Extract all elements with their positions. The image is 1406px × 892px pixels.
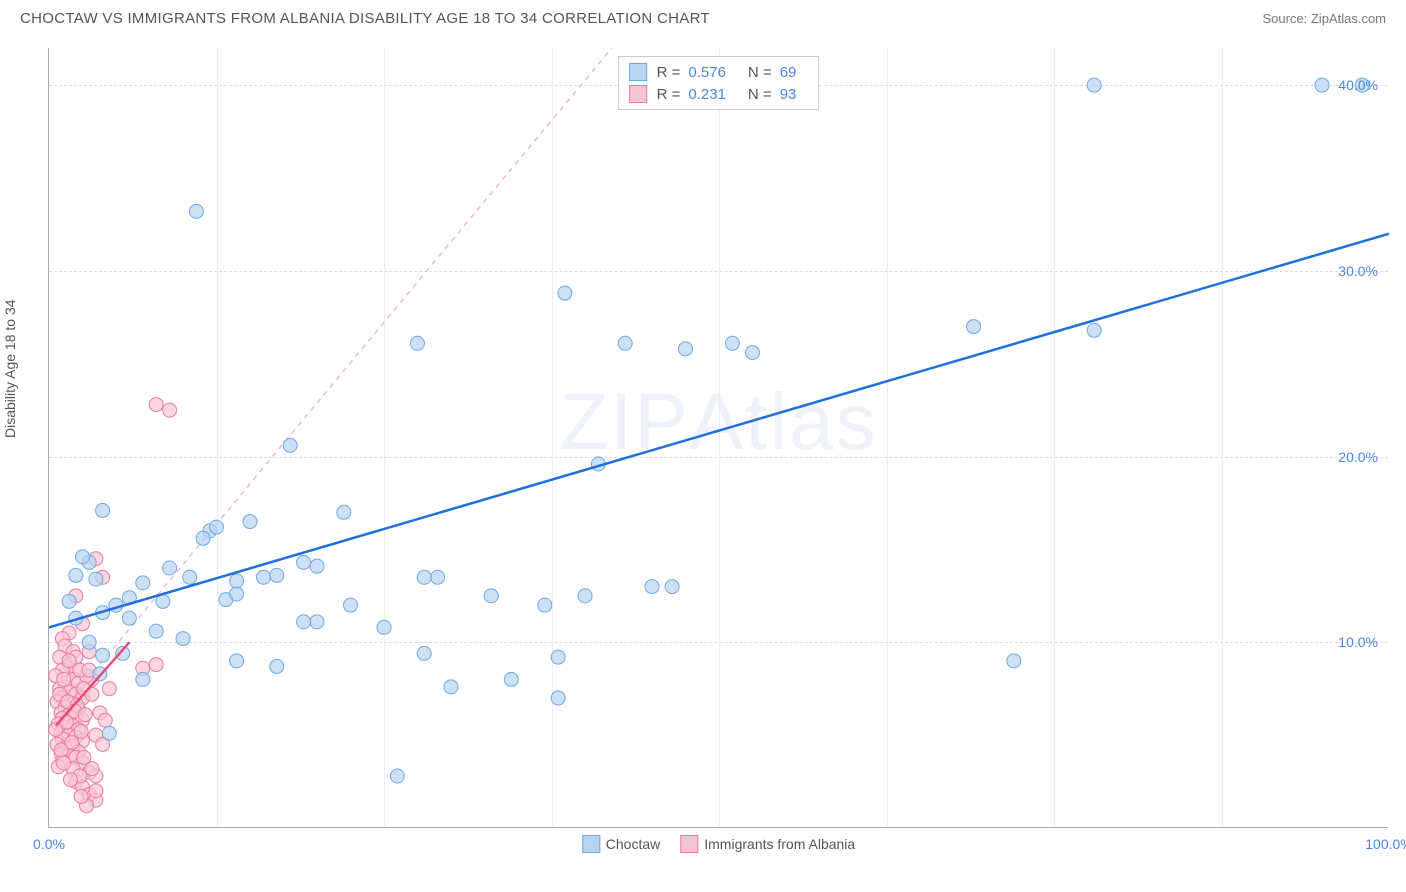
x-tick-label: 100.0% bbox=[1365, 836, 1406, 852]
legend-label-choctaw: Choctaw bbox=[606, 836, 660, 852]
r-label: R = bbox=[657, 86, 681, 103]
legend-row-choctaw: R = 0.576 N = 69 bbox=[629, 61, 809, 83]
n-value-choctaw: 69 bbox=[780, 64, 797, 81]
swatch-pink bbox=[680, 835, 698, 853]
y-tick-label: 10.0% bbox=[1338, 634, 1378, 650]
chart-plot-area: ZIPAtlas R = 0.576 N = 69 R = 0.231 N = … bbox=[48, 48, 1388, 828]
y-tick-label: 30.0% bbox=[1338, 263, 1378, 279]
correlation-legend: R = 0.576 N = 69 R = 0.231 N = 93 bbox=[618, 56, 820, 110]
legend-label-albania: Immigrants from Albania bbox=[704, 836, 855, 852]
n-label: N = bbox=[748, 86, 772, 103]
r-value-choctaw: 0.576 bbox=[688, 64, 726, 81]
x-tick-label: 0.0% bbox=[33, 836, 65, 852]
series-legend: Choctaw Immigrants from Albania bbox=[582, 835, 855, 853]
legend-row-albania: R = 0.231 N = 93 bbox=[629, 83, 809, 105]
source-label: Source: ZipAtlas.com bbox=[1262, 11, 1386, 26]
n-value-albania: 93 bbox=[780, 86, 797, 103]
swatch-blue bbox=[629, 63, 647, 81]
y-axis-label: Disability Age 18 to 34 bbox=[2, 299, 18, 438]
scatter-plot bbox=[49, 48, 1388, 827]
legend-item-choctaw: Choctaw bbox=[582, 835, 660, 853]
r-value-albania: 0.231 bbox=[688, 86, 726, 103]
swatch-blue bbox=[582, 835, 600, 853]
y-tick-label: 40.0% bbox=[1338, 77, 1378, 93]
swatch-pink bbox=[629, 85, 647, 103]
legend-item-albania: Immigrants from Albania bbox=[680, 835, 855, 853]
n-label: N = bbox=[748, 64, 772, 81]
chart-title: CHOCTAW VS IMMIGRANTS FROM ALBANIA DISAB… bbox=[20, 10, 710, 27]
y-tick-label: 20.0% bbox=[1338, 449, 1378, 465]
r-label: R = bbox=[657, 64, 681, 81]
